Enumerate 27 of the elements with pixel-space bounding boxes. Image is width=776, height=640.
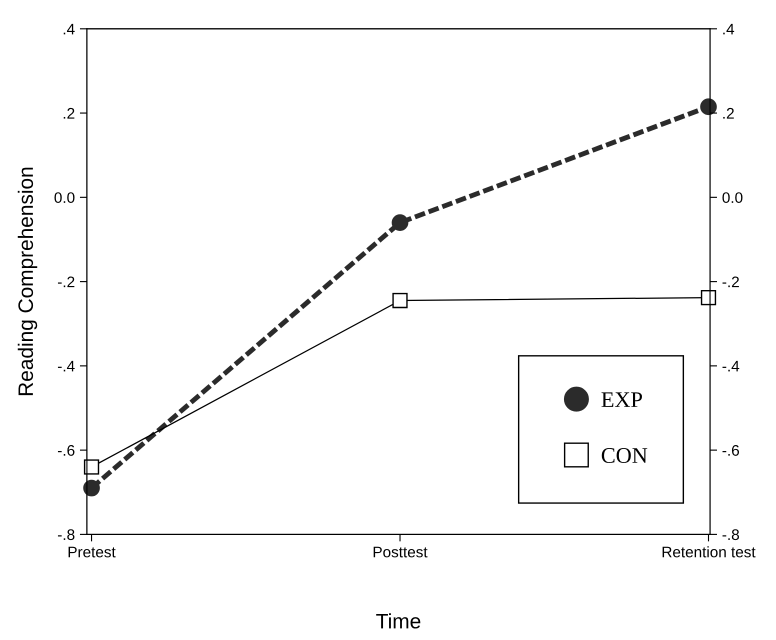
y-tick-label: .2	[64, 108, 74, 119]
point	[392, 214, 408, 231]
y2-tick-label: -.8	[722, 529, 740, 540]
x-tick-label: Retention test	[662, 546, 756, 558]
legend-label: EXP	[602, 392, 642, 407]
y2-tick-label: .4	[723, 24, 734, 34]
y2-tick-label: .2	[723, 108, 734, 119]
point	[83, 480, 100, 496]
y2-tick-label: -.6	[722, 445, 740, 456]
y-tick-label: -.8	[58, 529, 74, 540]
y2-tick-label: -.2	[722, 276, 739, 288]
y-tick-label: 0.0	[54, 192, 75, 204]
y2-tick-label: 0.0	[722, 192, 742, 204]
point	[700, 98, 717, 116]
y-tick-label: .4	[64, 24, 75, 34]
x-tick-label: Posttest	[374, 546, 428, 558]
x-tick-label: Pretest	[68, 546, 116, 558]
y-axis-title: Reading Comprehension	[18, 168, 38, 396]
point	[392, 292, 408, 308]
point	[84, 459, 100, 475]
y-tick-label: -.6	[58, 445, 74, 456]
x-axis-title: Time	[376, 613, 420, 629]
y2-tick-label: -.4	[722, 360, 740, 372]
point	[700, 290, 716, 306]
y-tick-label: -.2	[58, 276, 74, 288]
legend-label: CON	[602, 448, 648, 463]
y-tick-label: -.4	[58, 360, 75, 372]
